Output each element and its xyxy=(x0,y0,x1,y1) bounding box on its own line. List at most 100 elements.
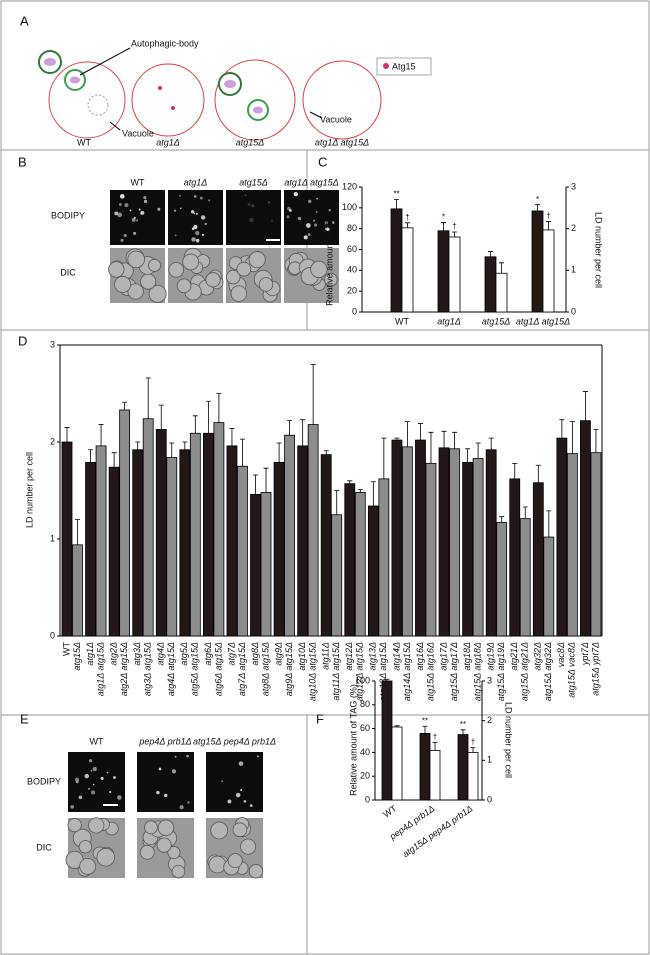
cell xyxy=(248,864,264,879)
annotation: † xyxy=(433,733,437,742)
bar xyxy=(354,492,366,637)
bar xyxy=(457,734,469,801)
column-label: atg15Δ pep4Δ prb1Δ xyxy=(193,736,276,746)
cell xyxy=(148,258,162,272)
error-bar xyxy=(465,448,471,463)
panel-label: F xyxy=(316,711,324,726)
error-bar xyxy=(488,251,493,257)
bar xyxy=(462,461,474,637)
x-tick-label: atg8Δ atg15Δ xyxy=(260,642,270,696)
x-tick-label: atg3Δ xyxy=(132,642,142,666)
x-tick-label: atg10Δ atg15Δ xyxy=(308,642,318,701)
cell xyxy=(79,857,97,875)
droplet xyxy=(156,790,160,795)
bar xyxy=(429,750,441,801)
y2-tick-label: 3 xyxy=(571,181,576,191)
bar xyxy=(580,420,591,637)
x-tick-label: atg15Δ xyxy=(482,316,511,326)
error-bar xyxy=(145,377,151,419)
x-tick-label: atg5Δ atg15Δ xyxy=(190,642,200,696)
error-bar xyxy=(569,421,575,454)
x-tick-label: atg15Δ atg17Δ xyxy=(449,642,459,701)
droplet xyxy=(204,222,207,226)
error-bar xyxy=(98,424,104,446)
x-tick-label: atg15Δ atg21Δ xyxy=(520,642,530,701)
callout: Autophagic-body xyxy=(131,38,199,48)
strain-label: atg1Δ atg15Δ xyxy=(315,137,369,147)
x-tick-label: atg32Δ xyxy=(533,642,543,671)
cell xyxy=(96,848,116,867)
x-tick-label: WT xyxy=(381,803,399,820)
bar xyxy=(495,272,508,313)
droplet xyxy=(271,219,273,222)
bar xyxy=(484,256,497,313)
y-tick-label: 100 xyxy=(342,202,357,212)
droplet xyxy=(208,199,211,202)
droplet xyxy=(143,196,147,200)
bar xyxy=(155,428,167,637)
droplet xyxy=(143,199,148,204)
droplet xyxy=(315,211,318,213)
x-tick-label: atg9Δ atg15Δ xyxy=(284,642,294,696)
error-bar xyxy=(394,437,400,441)
row-label: DIC xyxy=(36,842,52,852)
annotation: ** xyxy=(393,190,399,199)
droplet xyxy=(129,209,132,212)
error-bar xyxy=(205,400,211,434)
bar xyxy=(390,208,403,313)
bar xyxy=(260,492,272,637)
error-bar xyxy=(422,725,428,734)
error-bar xyxy=(394,199,399,209)
droplet xyxy=(70,805,74,809)
annotation: ** xyxy=(460,720,466,729)
droplet xyxy=(179,805,184,810)
x-tick-label: atg4Δ xyxy=(156,642,166,666)
error-bar xyxy=(452,431,458,449)
droplet xyxy=(157,207,161,211)
error-bar xyxy=(64,427,70,442)
x-tick-label: atg3Δ atg15Δ xyxy=(143,642,153,696)
cell xyxy=(240,838,257,855)
error-bar xyxy=(169,442,175,458)
droplet xyxy=(131,217,136,222)
diagram xyxy=(38,47,432,141)
cell xyxy=(127,250,145,269)
cell xyxy=(208,855,227,874)
x-tick-label: atg15Δ atg18Δ xyxy=(472,642,482,701)
error-bar xyxy=(432,742,438,751)
fluorescence-image xyxy=(137,752,194,812)
bar xyxy=(391,726,403,801)
error-bar xyxy=(417,423,423,441)
droplet xyxy=(117,212,123,218)
error-bar xyxy=(404,421,410,447)
cell xyxy=(78,840,93,854)
bar xyxy=(419,732,431,801)
y-tick-label: 60 xyxy=(347,244,357,254)
bar xyxy=(72,544,83,637)
error-bar xyxy=(287,420,293,436)
bar xyxy=(566,453,578,637)
row-label: BODIPY xyxy=(27,776,61,786)
error-bar xyxy=(559,419,565,439)
strain-label: atg1Δ xyxy=(156,137,180,147)
error-bar xyxy=(310,364,316,425)
fluorescence-image xyxy=(110,190,165,245)
droplet xyxy=(308,199,312,203)
y-tick-label: 1 xyxy=(50,533,55,543)
x-tick-label: atg13Δ xyxy=(368,642,378,671)
vacuole-label: Vacuole xyxy=(320,114,352,124)
panel-label: C xyxy=(318,154,327,169)
bar xyxy=(485,449,497,637)
bar xyxy=(85,461,96,637)
strain-label: WT xyxy=(77,137,91,147)
droplet xyxy=(293,191,299,197)
error-bar xyxy=(381,437,387,479)
droplet xyxy=(174,234,177,237)
droplet xyxy=(90,769,93,772)
cell xyxy=(156,837,172,853)
cell xyxy=(236,261,252,277)
bar xyxy=(179,449,191,637)
bar xyxy=(467,752,479,801)
bar xyxy=(472,458,484,637)
x-tick-label: atg12Δ atg15Δ xyxy=(355,642,365,701)
